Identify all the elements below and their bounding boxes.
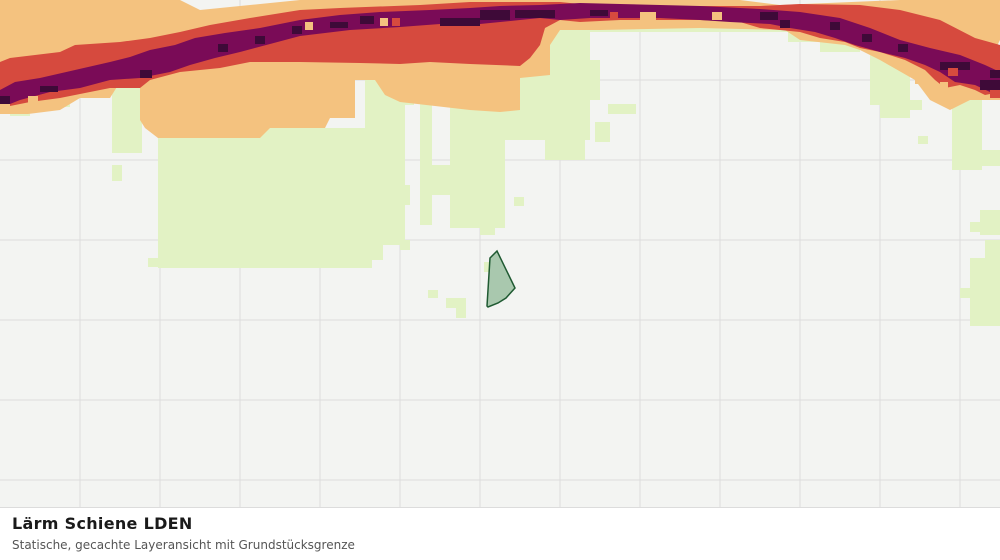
noise-low-cell <box>907 100 922 110</box>
noise-extreme-cell <box>898 44 908 52</box>
noise-extreme-cell <box>480 10 510 20</box>
noise-low-cell <box>400 185 410 205</box>
noise-speck-cell <box>948 68 958 76</box>
noise-low-cell <box>595 122 610 142</box>
noise-band-rail <box>0 0 1000 138</box>
noise-speck-cell <box>28 96 38 104</box>
noise-low-cell <box>970 296 1000 326</box>
noise-low-cell <box>970 222 980 232</box>
noise-zone-very-high <box>0 3 1000 108</box>
noise-extreme-cell <box>0 96 10 104</box>
noise-low-cell <box>960 288 990 298</box>
noise-extreme-cell <box>862 34 872 42</box>
parcel-boundary[interactable] <box>486 249 516 308</box>
noise-low-cell <box>545 140 585 160</box>
noise-low-cell <box>148 258 166 267</box>
noise-extreme-cell <box>830 22 840 30</box>
layer-subtitle: Statische, gecachte Layeransicht mit Gru… <box>12 538 355 552</box>
noise-extreme-cell <box>590 10 608 16</box>
noise-low-cell <box>428 290 438 298</box>
noise-extreme-cell <box>218 44 228 52</box>
noise-low-cell <box>918 136 928 144</box>
noise-low-cell <box>980 210 1000 235</box>
noise-low-cell <box>608 104 636 114</box>
noise-extreme-cell <box>780 20 790 28</box>
noise-low-cell <box>514 197 524 206</box>
noise-low-cell <box>480 200 495 235</box>
noise-extreme-cell <box>140 70 152 78</box>
noise-low-cell <box>456 306 466 318</box>
noise-low-cell <box>400 240 410 250</box>
layer-title: Lärm Schiene LDEN <box>12 514 193 533</box>
map-caption: Lärm Schiene LDEN Statische, gecachte La… <box>0 507 1000 560</box>
noise-extreme-cell <box>330 22 348 28</box>
noise-speck-cell <box>380 18 388 26</box>
noise-map-canvas[interactable] <box>0 0 1000 507</box>
noise-extreme-cell <box>255 36 265 44</box>
noise-speck-cell <box>0 104 10 112</box>
noise-speck-cell <box>990 90 1000 98</box>
noise-speck-cell <box>940 82 948 90</box>
noise-speck-cell <box>712 12 722 20</box>
noise-low-cell <box>590 60 600 100</box>
noise-low-cell <box>898 108 908 118</box>
noise-low-cell <box>458 205 468 225</box>
noise-speck-cell <box>392 18 400 26</box>
noise-low-cell <box>432 165 452 195</box>
map-view[interactable] <box>0 0 1000 507</box>
noise-low-cell <box>446 298 466 308</box>
noise-extreme-cell <box>515 10 555 18</box>
noise-extreme-cell <box>940 62 970 70</box>
noise-speck-cell <box>915 76 925 84</box>
noise-extreme-cell <box>292 26 302 34</box>
noise-extreme-cell <box>990 70 1000 78</box>
noise-extreme-cell <box>40 86 58 92</box>
noise-low-cell <box>176 258 204 267</box>
noise-low-cell <box>962 150 1000 166</box>
noise-extreme-cell <box>760 12 778 20</box>
noise-low-cell <box>112 165 122 181</box>
noise-low-cell <box>112 80 142 153</box>
noise-speck-cell <box>610 12 618 20</box>
noise-low-cell <box>290 230 372 268</box>
noise-extreme-cell <box>980 80 1000 90</box>
noise-low-cell <box>420 100 432 225</box>
noise-speck-cell <box>640 12 656 20</box>
noise-zone-high <box>0 2 1000 108</box>
noise-speck-cell <box>305 22 313 30</box>
noise-extreme-cell <box>440 18 480 26</box>
noise-extreme-cell <box>360 16 374 24</box>
